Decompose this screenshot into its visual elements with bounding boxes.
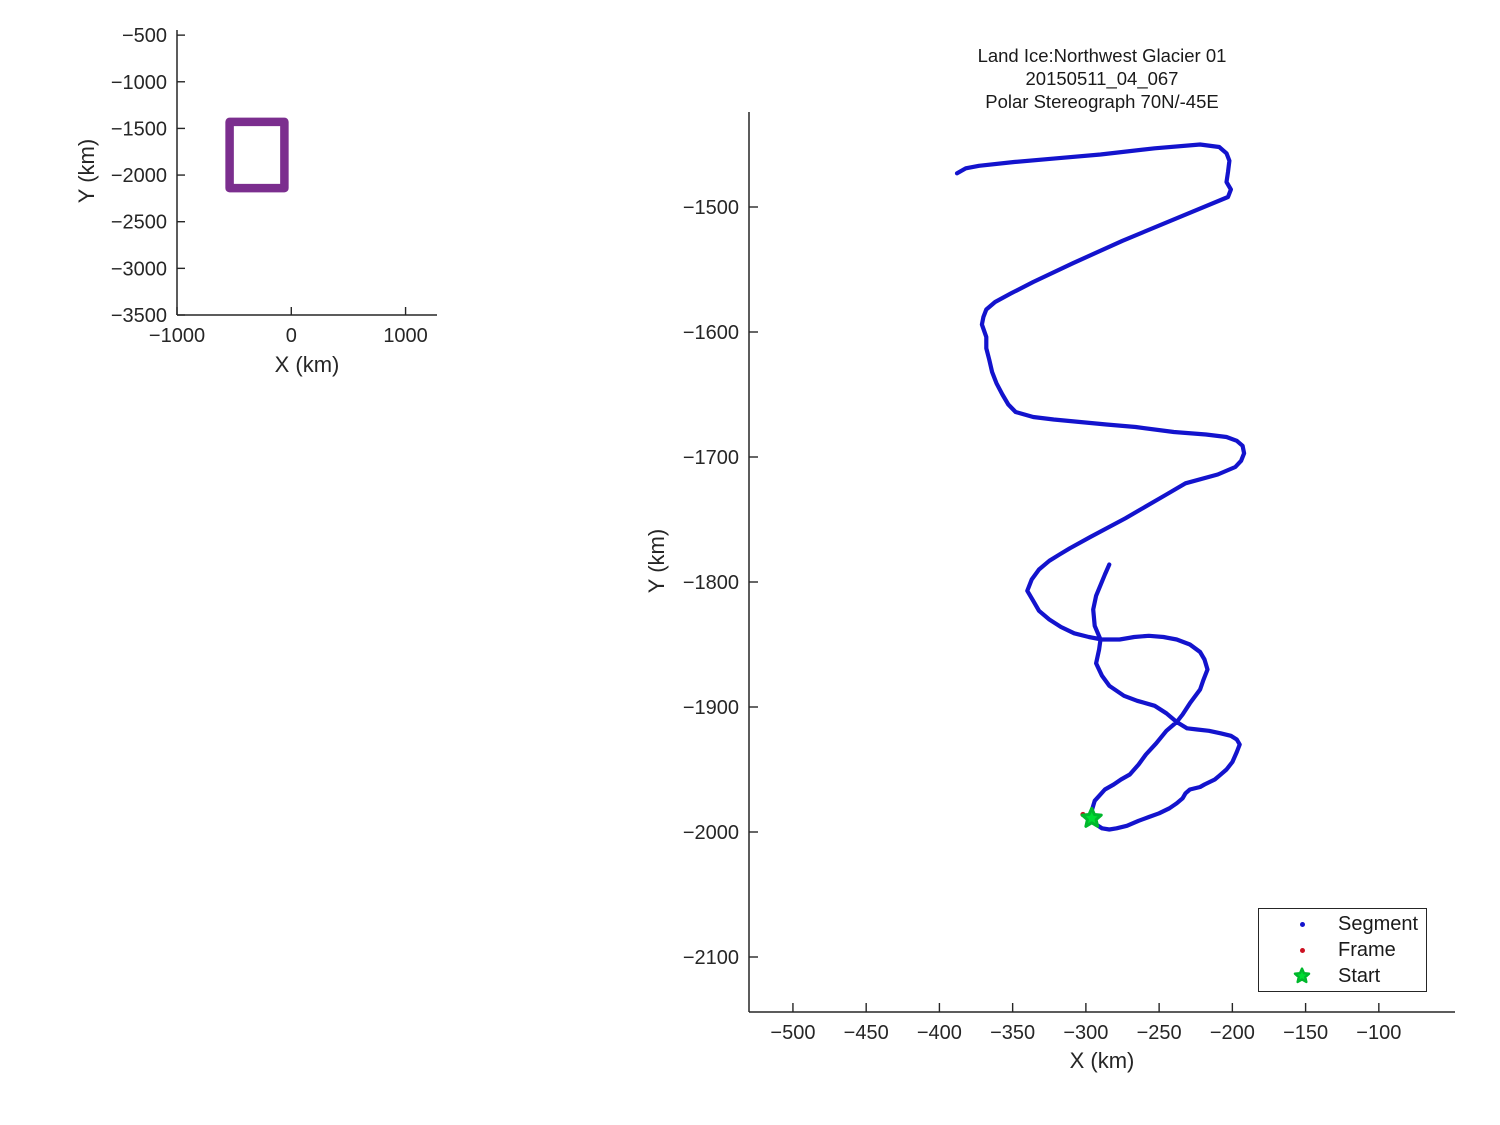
- legend-label-frame: Frame: [1338, 938, 1396, 961]
- main-series-segment: [954, 142, 1247, 832]
- svg-text:−2000: −2000: [683, 822, 739, 844]
- legend-label-start: Start: [1338, 964, 1381, 987]
- svg-text:−1600: −1600: [683, 322, 739, 344]
- svg-text:−2000: −2000: [111, 165, 167, 187]
- title-line-2: 20150511_04_067: [1025, 68, 1179, 89]
- svg-text:−450: −450: [844, 1022, 889, 1044]
- segment-dot-icon: [1292, 914, 1312, 934]
- svg-text:−400: −400: [917, 1022, 962, 1044]
- legend-item-start: Start: [1259, 963, 1426, 989]
- main-y-axis-label: Y (km): [644, 528, 669, 594]
- svg-text:−1000: −1000: [149, 325, 205, 347]
- svg-text:−500: −500: [122, 25, 167, 47]
- legend-item-frame: Frame: [1259, 937, 1426, 963]
- main-axes: −500 −450 −400 −350 −300 −250 −200 −150 −100 −150…: [683, 112, 1455, 1044]
- svg-text:−1500: −1500: [111, 118, 167, 140]
- overview-y-axis-label: Y (km): [74, 138, 99, 204]
- svg-text:−2100: −2100: [683, 947, 739, 969]
- svg-text:0: 0: [286, 325, 297, 347]
- title-line-1: Land Ice:Northwest Glacier 01: [977, 45, 1227, 66]
- title-line-3: Polar Stereograph 70N/-45E: [985, 91, 1219, 112]
- start-marker: [1080, 806, 1103, 828]
- svg-text:−2500: −2500: [111, 212, 167, 234]
- svg-text:−1000: −1000: [111, 72, 167, 94]
- start-star-icon: [1292, 966, 1312, 986]
- overview-series-flight-coverage-box: [225, 117, 289, 193]
- frame-dot-icon: [1292, 940, 1312, 960]
- svg-text:−100: −100: [1356, 1022, 1401, 1044]
- svg-text:−150: −150: [1283, 1022, 1328, 1044]
- svg-text:−200: −200: [1210, 1022, 1255, 1044]
- overview-x-axis-label: X (km): [274, 352, 340, 377]
- svg-text:−350: −350: [990, 1022, 1035, 1044]
- svg-text:−1900: −1900: [683, 697, 739, 719]
- legend-item-segment: Segment: [1259, 911, 1426, 937]
- svg-text:−1700: −1700: [683, 447, 739, 469]
- svg-text:−250: −250: [1137, 1022, 1182, 1044]
- svg-text:−1500: −1500: [683, 197, 739, 219]
- overview-axes: −1000 0 1000 −500 −1000 −1500 −2000 −2500 −3000 −…: [111, 25, 437, 347]
- legend-label-segment: Segment: [1338, 912, 1419, 935]
- svg-text:−3500: −3500: [111, 305, 167, 327]
- main-x-axis-label: X (km): [1069, 1048, 1135, 1073]
- legend: Segment Frame Start: [1258, 908, 1427, 992]
- svg-text:−3000: −3000: [111, 258, 167, 280]
- svg-text:−500: −500: [770, 1022, 815, 1044]
- svg-text:1000: 1000: [383, 325, 428, 347]
- svg-text:−1800: −1800: [683, 572, 739, 594]
- main-plot-title: Land Ice:Northwest Glacier 01 20150511_0…: [752, 44, 1452, 113]
- svg-text:−300: −300: [1063, 1022, 1108, 1044]
